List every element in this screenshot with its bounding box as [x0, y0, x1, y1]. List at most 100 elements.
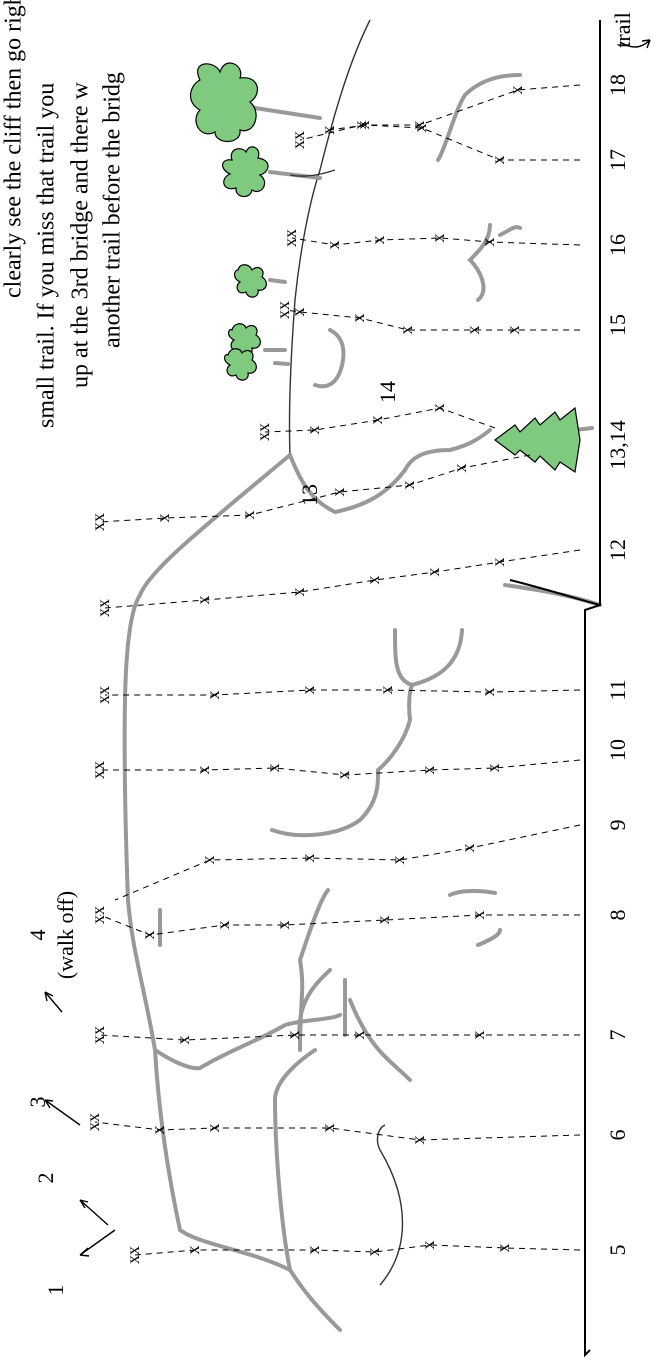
exit-label: 4: [25, 930, 50, 941]
bolt-mark: x: [138, 931, 158, 940]
route-label: 14: [375, 381, 400, 403]
trees: [190, 62, 581, 474]
bolt-mark: x: [213, 921, 233, 930]
bolt-mark: x: [483, 764, 503, 773]
bolt-mark: x: [506, 86, 526, 95]
route-number: 12: [605, 539, 630, 561]
bolt-mark: x: [503, 326, 523, 335]
route-line: [99, 1034, 580, 1041]
bolt-mark: x: [148, 1126, 168, 1135]
walk-off-label: (walk off): [53, 891, 78, 979]
caption-line: up at the 3rd bridge and there w: [68, 81, 94, 388]
bolt-mark: x: [376, 686, 396, 695]
bolt-mark: x: [363, 576, 383, 585]
bolt-mark: x: [368, 236, 388, 245]
route-line: [284, 309, 580, 331]
bolt-mark: x: [288, 308, 308, 317]
bolt-mark: x: [398, 481, 418, 490]
route-number: 6: [605, 1130, 630, 1141]
bolt-mark: x: [408, 1136, 428, 1145]
route-line: [104, 549, 581, 609]
bolt-mark: x: [396, 326, 416, 335]
bolt-mark: x: [418, 766, 438, 775]
route-number: 10: [605, 739, 630, 761]
route-number: 16: [605, 234, 630, 256]
route-number: 13,14: [605, 420, 630, 470]
anchor-mark: xx: [83, 1113, 103, 1131]
bolt-mark: x: [488, 558, 508, 567]
bolt-mark: x: [288, 588, 308, 597]
caption-line: small trail. If you miss that trail you: [34, 83, 60, 428]
bolt-mark: x: [363, 1248, 383, 1257]
bolt-mark: x: [463, 326, 483, 335]
bolt-mark: x: [418, 1241, 438, 1250]
bolt-mark: x: [328, 488, 348, 497]
route-number: 8: [605, 910, 630, 921]
route-line: [105, 689, 581, 696]
bolt-mark: x: [488, 156, 508, 165]
bolt-mark: x: [193, 766, 213, 775]
anchor-mark: xx: [280, 229, 300, 247]
anchor-mark: xx: [93, 599, 113, 617]
route-line: [94, 1121, 581, 1141]
route-number: 15: [605, 314, 630, 336]
arrows: [44, 39, 651, 1257]
anchor-mark: xx: [253, 423, 273, 441]
bolt-mark: x: [350, 121, 370, 130]
bolt-mark: x: [348, 1031, 368, 1040]
route-number: 5: [605, 1245, 630, 1256]
bolt-mark: x: [468, 911, 488, 920]
route-line: [264, 407, 496, 433]
caption-line: clearly see the cliff then go right: [1, 0, 27, 298]
anchor-mark: xx: [88, 1026, 108, 1044]
bolt-mark: x: [183, 1246, 203, 1255]
bolt-mark: x: [478, 238, 498, 247]
route-number: 9: [605, 820, 630, 831]
bolt-mark: x: [173, 1036, 193, 1045]
bolt-mark: x: [323, 241, 343, 250]
bolt-mark: x: [348, 314, 368, 323]
bolt-mark: x: [366, 416, 386, 425]
route-line: [291, 237, 581, 246]
trail-label: trail: [610, 12, 635, 47]
route-line: [100, 759, 581, 776]
bolt-mark: x: [263, 764, 283, 773]
anchor-mark: xx: [88, 761, 108, 779]
bolt-mark: x: [198, 856, 218, 865]
bolt-mark: x: [283, 1031, 303, 1040]
bolt-mark: x: [408, 121, 428, 130]
bolt-mark: x: [153, 514, 173, 523]
route-line: [99, 914, 580, 936]
bolt-mark: x: [428, 234, 448, 243]
bolt-mark: x: [333, 771, 353, 780]
bolt-mark: x: [388, 856, 408, 865]
bolt-mark: x: [298, 686, 318, 695]
anchor-mark: xx: [273, 301, 293, 319]
bolt-mark: x: [373, 916, 393, 925]
bolt-mark: x: [303, 1246, 323, 1255]
route-line: [134, 1244, 581, 1256]
route-number: 11: [605, 679, 630, 700]
anchor-mark: xx: [88, 906, 108, 924]
bolt-mark: x: [318, 126, 338, 135]
bolt-mark: x: [428, 404, 448, 413]
anchor-mark: xx: [88, 513, 108, 531]
caption-line: another trail before the bridg: [100, 72, 126, 348]
route-number: 18: [605, 74, 630, 96]
bolt-mark: x: [298, 854, 318, 863]
bolt-mark: x: [203, 691, 223, 700]
bolt-mark: x: [303, 426, 323, 435]
anchor-mark: xx: [288, 131, 308, 149]
route-line: [114, 824, 581, 901]
exit-label: 3: [25, 1097, 50, 1108]
bolt-mark: x: [423, 568, 443, 577]
bolt-mark: x: [193, 596, 213, 605]
bolt-mark: x: [410, 124, 430, 133]
route-line: [99, 454, 531, 523]
route-number: 17: [605, 149, 630, 171]
bolt-mark: x: [318, 1124, 338, 1133]
exit-label: 2: [33, 1173, 58, 1184]
route-line: [299, 84, 581, 141]
anchor-mark: xx: [93, 686, 113, 704]
bolt-mark: x: [450, 464, 470, 473]
